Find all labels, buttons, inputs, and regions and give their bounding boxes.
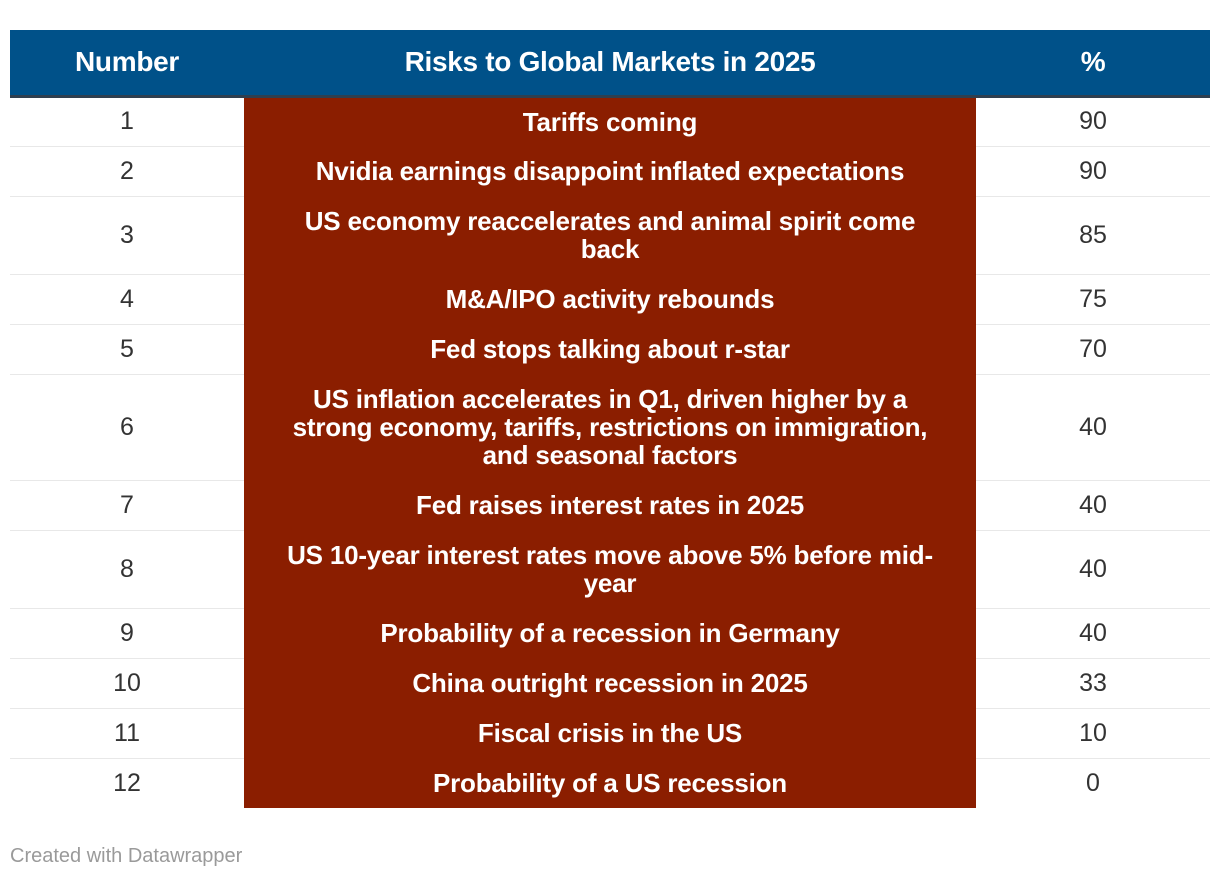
- percent-cell: 40: [976, 608, 1210, 659]
- datawrapper-credit[interactable]: Created with Datawrapper: [10, 845, 243, 867]
- percent-cell: 90: [976, 96, 1210, 147]
- table-row: 6 US inflation accelerates in Q1, driven…: [10, 374, 1210, 481]
- table-row: 10 China outright recession in 2025 33: [10, 658, 1210, 709]
- risk-cell: US inflation accelerates in Q1, driven h…: [244, 374, 976, 480]
- row-number: 12: [113, 768, 141, 797]
- row-number: 1: [10, 96, 244, 147]
- row-number: 5: [10, 324, 244, 375]
- table-row: 4 M&A/IPO activity rebounds 75: [10, 274, 1210, 325]
- risk-cell: Fed stops talking about r-star: [244, 324, 976, 374]
- table-header-row: Number Risks to Global Markets in 2025 %: [10, 30, 1210, 98]
- table-row: 11 Fiscal crisis in the US 10: [10, 708, 1210, 759]
- table-row: 12 Probability of a US recession 0: [10, 758, 1210, 808]
- percent-cell: 90: [976, 146, 1210, 197]
- row-number: 11: [10, 708, 244, 759]
- percent-cell: 75: [976, 274, 1210, 325]
- percent-cell: 70: [976, 324, 1210, 375]
- row-number: 3: [10, 196, 244, 275]
- percent-cell: 33: [976, 658, 1210, 709]
- risks-table-container: Number Risks to Global Markets in 2025 %…: [10, 30, 1210, 808]
- risk-cell: US economy reaccelerates and animal spir…: [244, 196, 976, 274]
- header-risk[interactable]: Risks to Global Markets in 2025: [244, 30, 976, 98]
- row-number: 8: [10, 530, 244, 609]
- risk-cell: Probability of a recession in Germany: [244, 608, 976, 658]
- risks-table: Number Risks to Global Markets in 2025 %…: [10, 30, 1210, 808]
- table-row: 3 US economy reaccelerates and animal sp…: [10, 196, 1210, 275]
- table-row: 9 Probability of a recession in Germany …: [10, 608, 1210, 659]
- risk-cell: Tariffs coming: [244, 96, 976, 146]
- table-row: 1 Tariffs coming 90: [10, 96, 1210, 147]
- table-row: 8 US 10-year interest rates move above 5…: [10, 530, 1210, 609]
- percent-cell: 85: [976, 196, 1210, 275]
- header-number[interactable]: Number: [10, 30, 244, 98]
- table-row: 2 Nvidia earnings disappoint inflated ex…: [10, 146, 1210, 197]
- table-row: 7 Fed raises interest rates in 2025 40: [10, 480, 1210, 531]
- risk-cell: M&A/IPO activity rebounds: [244, 274, 976, 324]
- risk-cell: Probability of a US recession: [244, 758, 976, 808]
- risk-cell: Fed raises interest rates in 2025: [244, 480, 976, 530]
- percent-cell: 40: [976, 374, 1210, 481]
- header-percent[interactable]: %: [976, 30, 1210, 98]
- row-number: 9: [10, 608, 244, 659]
- table-row: 5 Fed stops talking about r-star 70: [10, 324, 1210, 375]
- row-number: 7: [10, 480, 244, 531]
- row-number: 2: [10, 146, 244, 197]
- risk-cell: US 10-year interest rates move above 5% …: [244, 530, 976, 608]
- risk-cell: Fiscal crisis in the US: [244, 708, 976, 758]
- row-number: 4: [10, 274, 244, 325]
- risk-cell: Nvidia earnings disappoint inflated expe…: [244, 146, 976, 196]
- percent-cell: 10: [976, 708, 1210, 759]
- percent-cell: 0: [1086, 768, 1100, 797]
- risk-cell: China outright recession in 2025: [244, 658, 976, 708]
- percent-cell: 40: [976, 530, 1210, 609]
- row-number: 6: [10, 374, 244, 481]
- row-number: 10: [10, 658, 244, 709]
- percent-cell: 40: [976, 480, 1210, 531]
